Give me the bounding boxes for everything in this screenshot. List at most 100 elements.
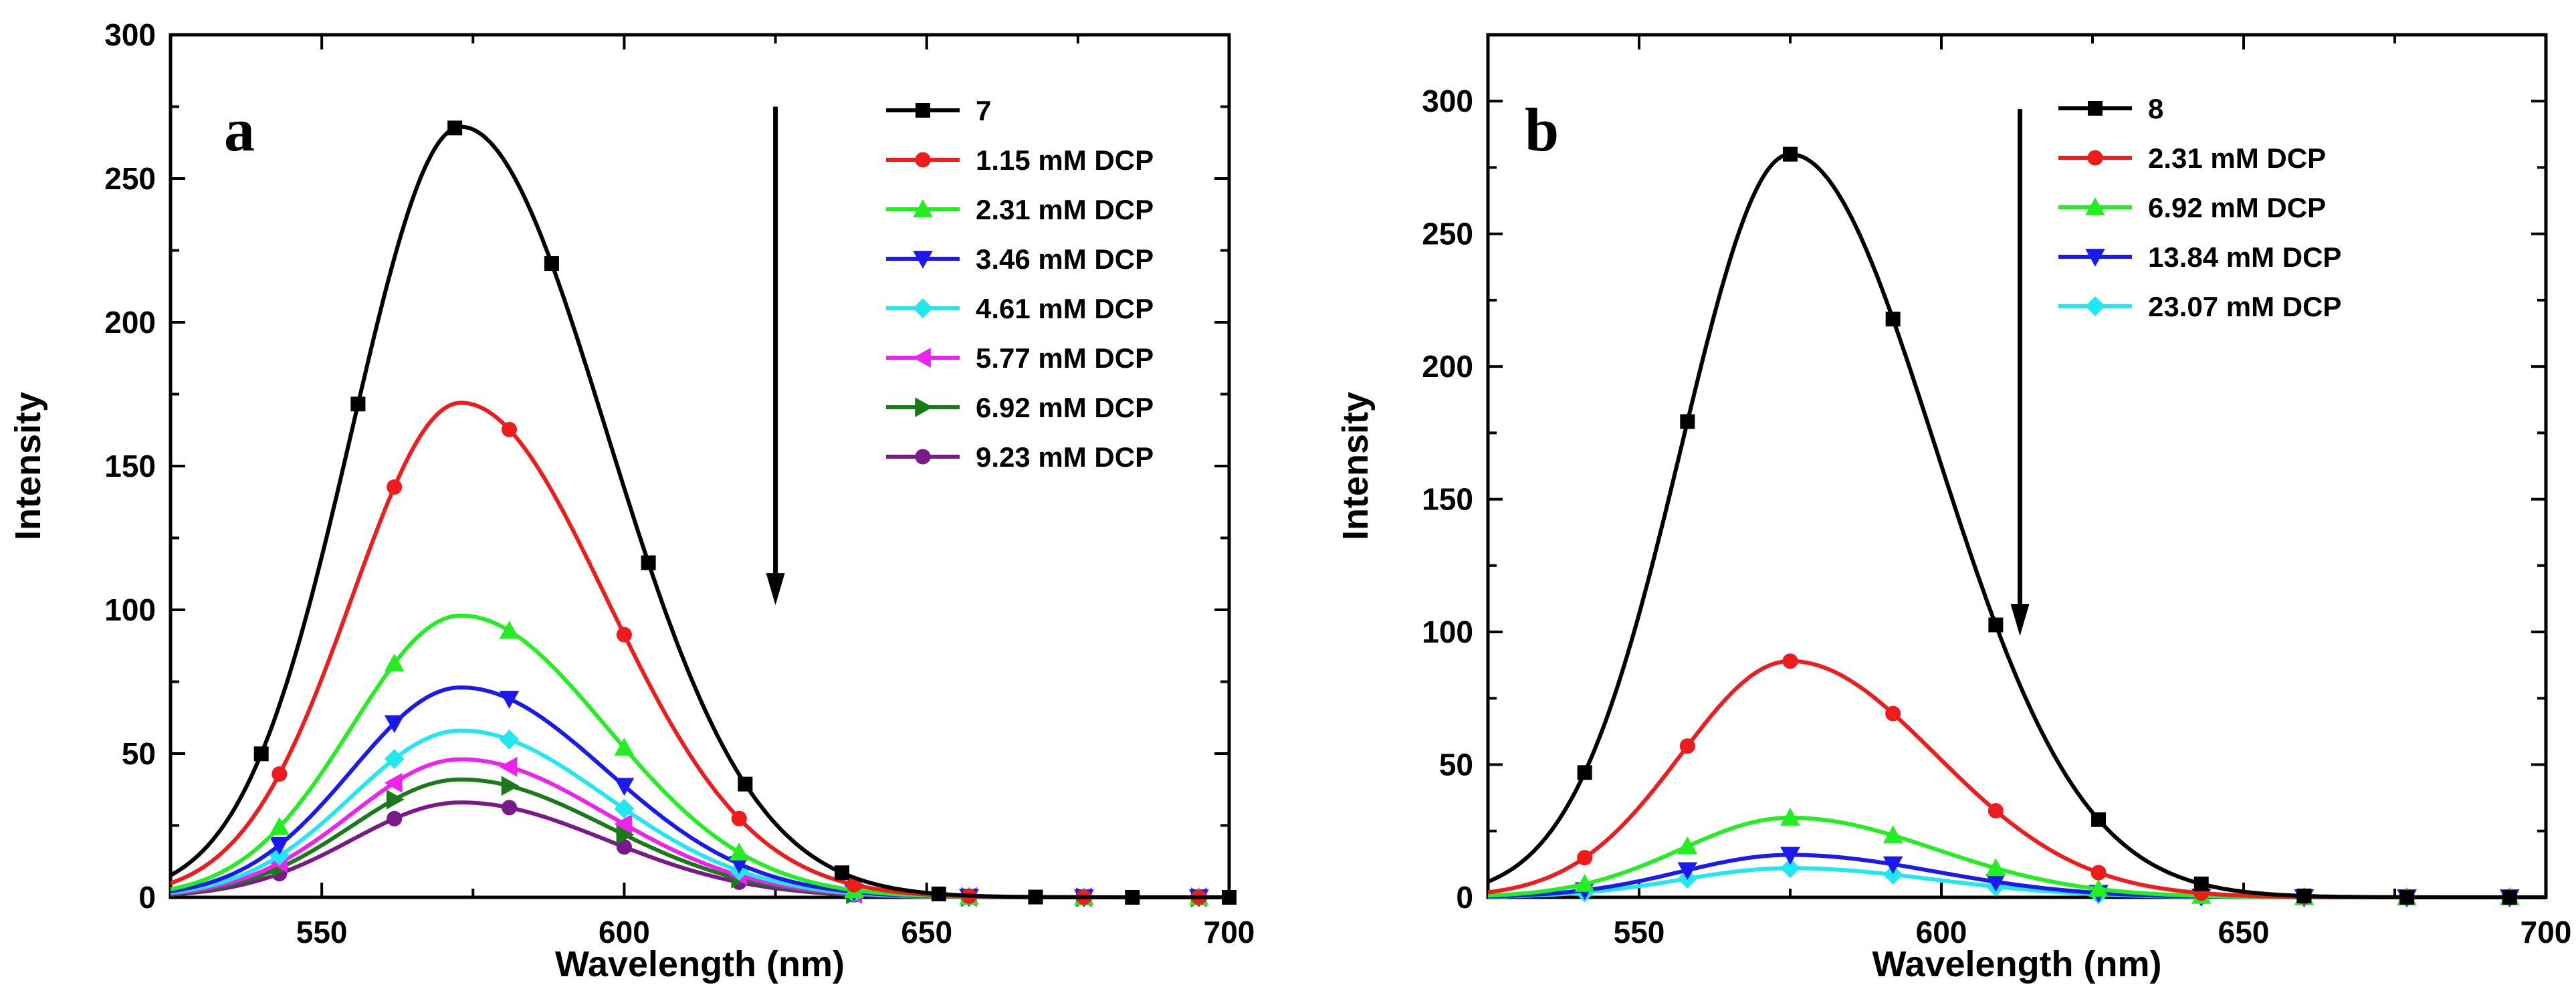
x-tick-label: 700 (1204, 915, 1255, 949)
y-tick-label: 50 (1439, 748, 1473, 782)
x-tick-label: 600 (599, 915, 650, 949)
data-point (1780, 858, 1800, 879)
y-axis-label: Intensity (1335, 392, 1376, 540)
data-point (2193, 876, 2209, 891)
data-point (1577, 850, 1593, 866)
data-point (614, 778, 635, 796)
y-axis-label: Intensity (8, 392, 48, 540)
data-point (1988, 617, 2004, 633)
x-tick-label: 700 (2520, 915, 2572, 949)
legend-swatch-marker (2085, 249, 2105, 267)
series-2 (1487, 653, 2546, 905)
data-point (501, 776, 520, 796)
data-point (2088, 879, 2109, 897)
legend-swatch-marker (2085, 197, 2105, 215)
legend-label: 6.92 mM DCP (976, 392, 1154, 423)
data-point (1782, 653, 1798, 669)
data-point (387, 810, 403, 826)
legend-label: 5.77 mM DCP (976, 342, 1154, 374)
y-tick-label: 250 (1422, 217, 1473, 251)
data-point (386, 789, 405, 810)
legend-label: 7 (976, 95, 991, 126)
legend-swatch-marker (913, 199, 933, 217)
legend-swatch-marker (913, 251, 933, 269)
data-point (614, 798, 635, 819)
data-point (1885, 312, 1901, 327)
data-point (1125, 889, 1140, 905)
y-tick-label: 300 (1422, 84, 1473, 118)
legend-label: 2.31 mM DCP (2148, 142, 2326, 174)
trend-arrow-head (2010, 604, 2030, 637)
x-axis-label: Wavelength (nm) (1872, 944, 2161, 984)
x-tick-label: 650 (2218, 915, 2270, 949)
data-point (1883, 865, 1903, 885)
series-line (170, 757, 1229, 899)
x-tick-label: 550 (1614, 915, 1665, 949)
y-tick-label: 150 (1422, 482, 1473, 517)
legend-swatch-marker (2088, 101, 2103, 116)
data-point (731, 810, 747, 826)
data-point (1222, 889, 1237, 905)
series-1 (169, 120, 1237, 905)
data-point (1985, 873, 2006, 892)
data-point (1780, 808, 1800, 826)
data-point (1883, 825, 1903, 844)
x-tick-label: 550 (296, 915, 348, 949)
legend-swatch-marker (913, 298, 933, 318)
legend-label: 9.23 mM DCP (976, 441, 1154, 473)
data-point (502, 800, 518, 816)
data-point (729, 856, 750, 874)
chart-panel-a: 550 600 650 700 0 50 100 150 200 250 300 Wavelength… (8, 17, 1255, 984)
series-5 (170, 728, 1229, 907)
data-point (1680, 414, 1695, 429)
data-point (1783, 146, 1798, 162)
data-point (931, 886, 946, 901)
y-tick-label: 150 (104, 449, 156, 483)
data-point (387, 479, 403, 495)
panel-letter: b (1525, 96, 1559, 164)
data-point (499, 621, 520, 639)
legend-swatch-marker (2087, 150, 2103, 166)
data-point (616, 824, 635, 845)
legend-label: 8 (2148, 93, 2163, 124)
data-point (499, 756, 518, 777)
data-point (350, 397, 366, 412)
data-point (2502, 889, 2517, 905)
plot-frame (1486, 33, 2548, 899)
data-point (1985, 858, 2006, 877)
series-6 (170, 756, 1229, 907)
legend-label: 3.46 mM DCP (976, 243, 1154, 275)
legend-swatch-marker (2085, 296, 2105, 316)
x-axis-label: Wavelength (nm) (555, 944, 845, 984)
legend-swatch-marker (913, 348, 931, 368)
data-point (1028, 889, 1043, 905)
data-point (616, 627, 632, 643)
series-line (169, 124, 1229, 899)
legend-swatch-marker (915, 152, 931, 168)
y-tick-label: 250 (104, 161, 156, 196)
data-point (2091, 812, 2107, 827)
data-point (1574, 874, 1595, 892)
data-point (384, 653, 405, 672)
data-point (1988, 802, 2004, 819)
y-tick-label: 50 (122, 736, 156, 771)
y-tick-label: 0 (138, 880, 156, 915)
panel-letter: a (224, 96, 255, 164)
legend-label: 4.61 mM DCP (976, 293, 1154, 324)
data-point (1780, 847, 1800, 865)
legend: 8 2.31 mM DCP 6.92 mM DCP 13.84 mM DCP 23.07… (2058, 93, 2341, 322)
data-point (2296, 888, 2312, 903)
data-point (384, 715, 405, 734)
data-point (614, 814, 633, 834)
data-point (384, 772, 403, 793)
data-point (269, 836, 290, 855)
legend-label: 2.31 mM DCP (976, 194, 1154, 225)
chart-panel-b: 550 600 650 700 0 50 100 150 200 250 300 Wavelength… (1335, 33, 2572, 984)
data-point (384, 749, 405, 769)
data-point (1577, 765, 1592, 780)
data-point (253, 746, 269, 762)
data-point (1677, 862, 1698, 881)
data-point (1885, 705, 1901, 721)
